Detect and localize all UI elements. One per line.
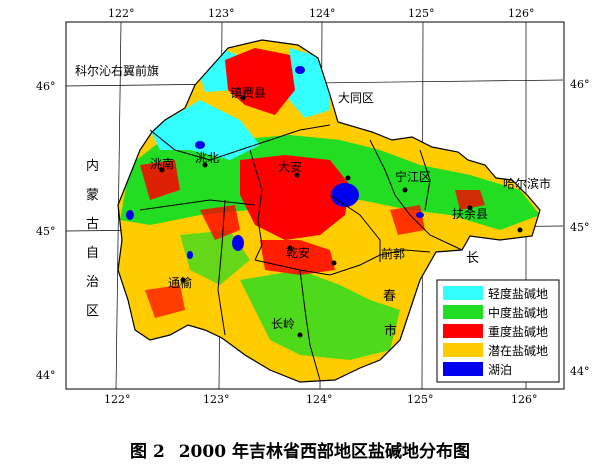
lon-label-top: 125° [408,7,435,20]
legend-swatch [443,343,483,357]
lon-label-top: 124° [309,7,336,20]
changchun-char: 长 [466,251,479,266]
changchun-char: 市 [384,323,397,339]
lon-label-bottom: 123° [203,393,230,406]
place-changchun: 长 春 市 [383,251,479,339]
place-qianan: 乾安 [286,245,310,260]
legend-label: 中度盐碱地 [488,305,548,320]
legend-label: 湖泊 [488,362,512,377]
place-changling: 长岭 [271,317,295,331]
lon-label-bottom: 125° [407,393,434,406]
legend-label: 潜在盐碱地 [488,344,548,358]
place-fuyu: 扶余县 [452,206,488,221]
lat-label-right: 44° [570,365,590,378]
place-neimenggu: 内 蒙 古 自 治 区 [86,158,99,319]
legend-swatch [443,305,483,319]
place-datong: 大同区 [338,91,374,105]
neimenggu-char: 治 [86,275,99,290]
lat-labels-left: 46° 45° 44° [36,80,56,382]
figure-title: 2000 年吉林省西部地区盐碱地分布图 [178,442,470,462]
figure-caption: 图 2 2000 年吉林省西部地区盐碱地分布图 [0,437,600,462]
lat-label-left: 44° [36,369,56,382]
region-boundary [117,39,541,383]
lon-labels-top: 122° 123° 124° 125° 126° [108,7,535,20]
place-tongyu: 通榆 [168,275,192,290]
lon-label-top: 123° [208,7,235,20]
place-names: 科尔沁右翼前旗 镇赉县 大同区 洮南 洮北 大安 宁江区 哈尔滨市 扶余县 乾安… [75,63,551,331]
lon-label-bottom: 126° [511,393,538,406]
place-zhenlai: 镇赉县 [230,86,266,100]
lat-labels-right: 46° 45° 44° [570,78,590,378]
neimenggu-char: 蒙 [86,188,99,203]
lon-labels-bottom: 122° 123° 124° 125° 126° [104,393,538,406]
lat-label-right: 45° [570,221,590,234]
place-harbin: 哈尔滨市 [503,176,551,191]
neimenggu-char: 区 [86,304,99,319]
lon-label-bottom: 124° [306,393,333,406]
legend-label: 重度盐碱地 [488,324,548,339]
neimenggu-char: 自 [86,246,99,261]
neimenggu-char: 内 [86,158,99,174]
lat-label-left: 45° [36,225,56,238]
lon-label-top: 126° [508,7,535,20]
place-taonan: 洮南 [150,156,174,171]
legend-swatch [443,324,483,338]
place-qianjiang: 宁江区 [395,169,431,184]
settlement-dots [159,95,523,338]
legend-label: 轻度盐碱地 [488,286,548,301]
lon-label-bottom: 122° [104,393,131,406]
changchun-char: 春 [383,289,396,304]
neimenggu-char: 古 [86,217,99,232]
place-taobei: 洮北 [195,151,219,165]
lat-label-right: 46° [570,78,590,91]
county-boundaries [139,124,463,381]
place-daan: 大安 [278,159,302,174]
legend-swatch [443,286,483,300]
figure-number: 图 2 [130,442,165,462]
lat-label-left: 46° [36,80,56,93]
place-qianguo: 前郭 [381,246,405,261]
map-frame [65,21,565,390]
place-keerqin: 科尔沁右翼前旗 [75,63,159,78]
legend-swatch [443,362,483,376]
lon-label-top: 122° [108,7,135,20]
